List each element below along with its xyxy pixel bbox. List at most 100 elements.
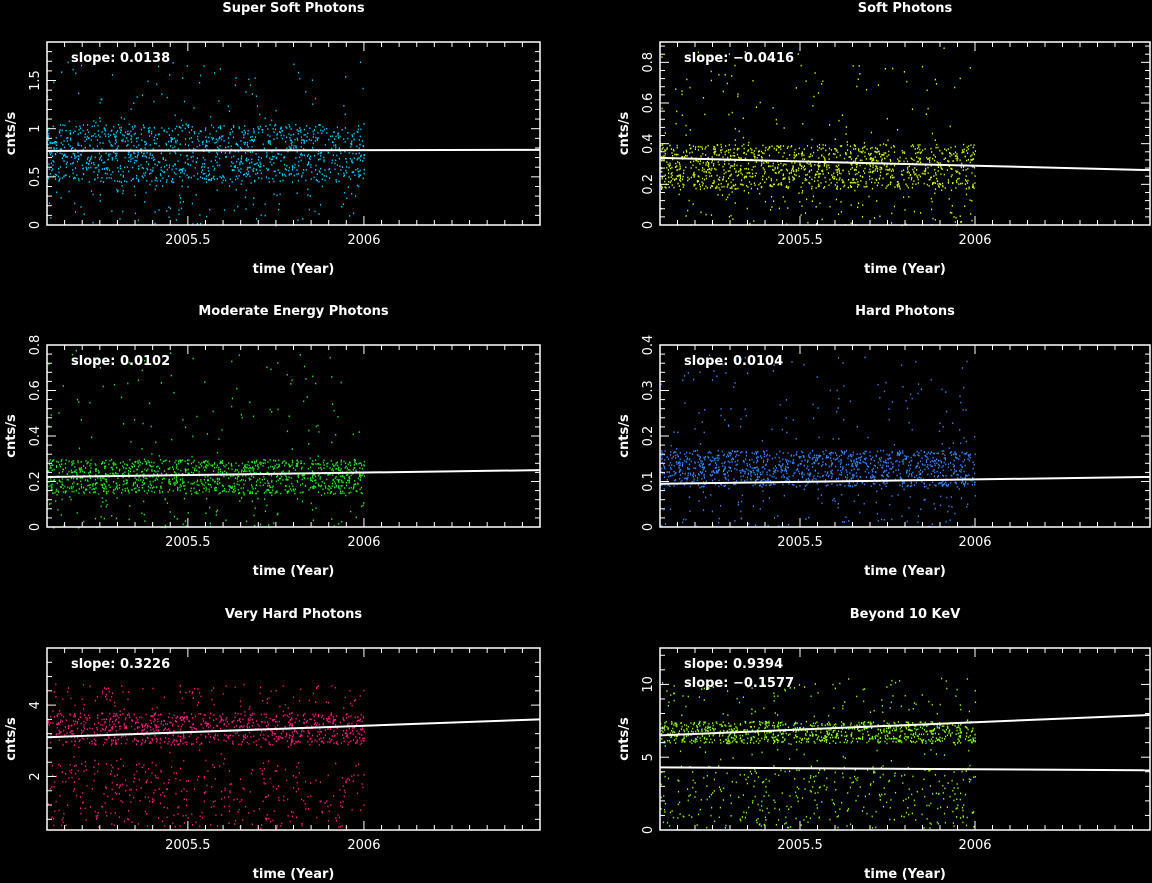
data-point — [956, 473, 958, 476]
data-point — [205, 490, 207, 492]
data-point — [131, 141, 133, 143]
data-point — [175, 467, 178, 469]
data-point — [128, 476, 130, 478]
data-point — [153, 470, 156, 472]
data-point — [154, 211, 156, 213]
data-point — [207, 478, 209, 481]
data-point — [340, 467, 342, 470]
data-point — [161, 478, 164, 480]
data-point — [77, 133, 79, 135]
data-point — [314, 210, 316, 213]
data-point — [312, 130, 314, 133]
data-point — [851, 167, 853, 169]
x-axis-label: time (Year) — [864, 262, 946, 277]
data-point — [337, 133, 339, 135]
data-point — [321, 494, 323, 497]
data-point — [152, 167, 154, 169]
data-point — [63, 155, 65, 157]
data-point — [283, 163, 286, 166]
data-point — [187, 186, 189, 188]
data-point — [169, 511, 171, 513]
data-point — [677, 161, 679, 163]
data-point — [889, 453, 891, 456]
data-point — [82, 168, 84, 170]
data-point — [196, 157, 198, 159]
data-point — [184, 520, 187, 522]
data-point — [190, 176, 192, 179]
data-point — [114, 179, 116, 182]
data-point — [675, 479, 677, 481]
data-point — [831, 477, 833, 479]
data-point — [53, 175, 55, 177]
data-point — [102, 142, 104, 144]
data-point — [305, 179, 307, 182]
data-point — [187, 512, 189, 514]
data-point — [339, 492, 342, 495]
data-point — [871, 157, 873, 160]
data-point — [833, 172, 835, 175]
data-point — [668, 176, 670, 179]
data-point — [899, 186, 901, 188]
data-point — [818, 175, 820, 178]
data-point — [318, 213, 320, 215]
data-point — [223, 140, 225, 142]
data-point — [335, 484, 337, 487]
data-point — [934, 188, 937, 190]
data-point — [291, 482, 293, 485]
data-point — [243, 136, 245, 139]
data-point — [54, 141, 56, 143]
data-point — [249, 175, 251, 177]
data-point — [288, 465, 290, 468]
data-point — [263, 478, 265, 480]
data-point — [173, 171, 175, 174]
data-point — [267, 128, 269, 130]
data-point — [278, 131, 280, 133]
x-axis-label: time (Year) — [253, 262, 335, 277]
data-point — [92, 485, 94, 487]
data-point — [186, 124, 188, 127]
data-point — [839, 188, 842, 190]
data-point — [260, 214, 262, 216]
data-point — [165, 144, 167, 146]
data-point — [95, 487, 97, 489]
data-point — [79, 471, 81, 474]
data-point — [931, 481, 934, 483]
data-point — [224, 465, 226, 468]
data-point — [717, 161, 719, 163]
data-point — [77, 483, 79, 485]
data-point — [887, 139, 889, 142]
data-point — [669, 144, 671, 147]
y-tick-label: 0 — [641, 221, 656, 229]
data-point — [270, 465, 272, 468]
data-point — [105, 124, 107, 127]
data-point — [866, 185, 868, 188]
data-point — [291, 379, 293, 381]
data-point — [835, 169, 837, 171]
data-point — [307, 154, 309, 156]
data-point — [881, 154, 883, 156]
data-point — [246, 470, 248, 473]
data-point — [121, 396, 123, 399]
data-point — [881, 168, 883, 170]
data-point — [152, 156, 155, 159]
data-point — [786, 147, 788, 149]
data-point — [146, 492, 148, 494]
data-point — [794, 148, 796, 151]
data-point — [258, 177, 260, 179]
data-point — [676, 147, 678, 149]
data-point — [885, 187, 887, 189]
y-tick-label: 0 — [28, 221, 43, 229]
data-point — [301, 139, 303, 141]
data-point — [174, 461, 176, 464]
data-point — [146, 161, 148, 163]
data-point — [728, 113, 730, 116]
data-point — [817, 185, 819, 188]
data-point — [828, 158, 830, 160]
data-point — [755, 147, 757, 150]
data-point — [220, 460, 222, 463]
data-point — [200, 479, 202, 481]
data-point — [926, 466, 928, 468]
data-point — [222, 135, 224, 137]
data-point — [824, 471, 826, 473]
data-point — [215, 156, 217, 158]
